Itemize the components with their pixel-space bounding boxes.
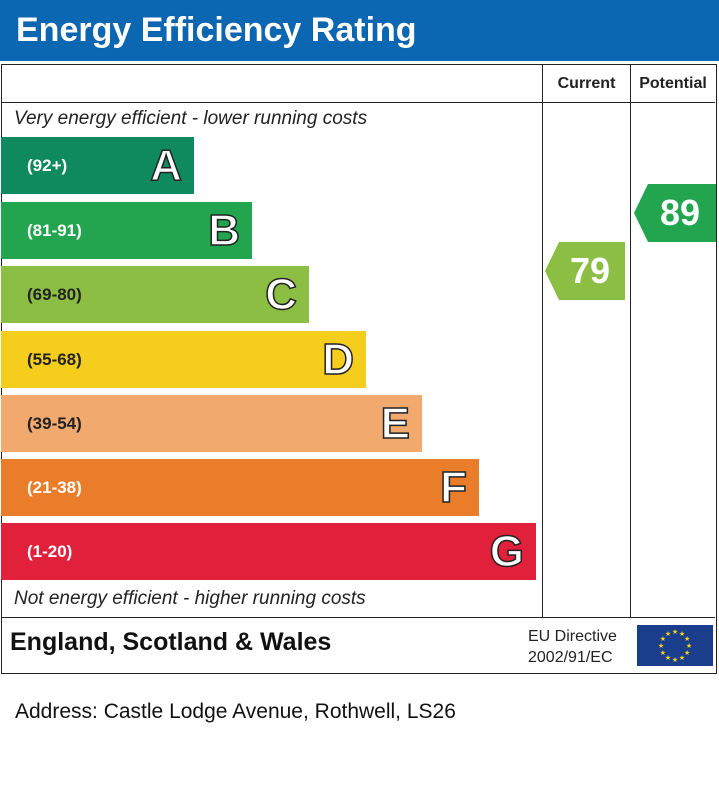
band-c-range: (69-80) <box>27 285 82 304</box>
current-column-divider <box>542 65 543 618</box>
potential-rating-value: 89 <box>659 192 701 233</box>
eu-directive-line1: EU Directive <box>528 628 617 645</box>
band-a-letter: A <box>149 140 182 191</box>
current-column-header: Current <box>557 75 616 92</box>
footer-divider <box>2 617 715 618</box>
header-divider <box>2 102 715 103</box>
eu-star-icon: ★ <box>665 630 671 638</box>
eu-star-icon: ★ <box>679 654 685 662</box>
band-a: (92+) A <box>1 137 194 194</box>
band-g-letter: G <box>489 526 525 577</box>
page-title: Energy Efficiency Rating <box>0 0 719 61</box>
eu-star-icon: ★ <box>686 642 692 650</box>
eu-directive-line2: 2002/91/EC <box>528 649 613 666</box>
potential-rating-arrow: 89 <box>634 184 716 242</box>
eu-star-icon: ★ <box>672 628 678 636</box>
band-d: (55-68) D <box>1 331 366 388</box>
eu-directive-text: EU Directive 2002/91/EC <box>528 626 617 668</box>
band-c-letter: C <box>264 269 297 320</box>
eu-star-icon: ★ <box>679 630 685 638</box>
potential-column-header: Potential <box>639 75 707 92</box>
band-d-range: (55-68) <box>27 350 82 369</box>
eu-flag-icon: ★ ★ ★ ★ ★ ★ ★ ★ ★ ★ ★ ★ <box>637 625 713 666</box>
band-f: (21-38) F <box>1 459 479 516</box>
bottom-note: Not energy efficient - higher running co… <box>14 588 366 609</box>
band-b-letter: B <box>207 205 240 256</box>
band-d-letter: D <box>321 334 354 385</box>
band-g-range: (1-20) <box>27 542 73 561</box>
current-rating-value: 79 <box>569 250 611 291</box>
potential-column-divider <box>630 65 631 618</box>
band-f-letter: F <box>439 462 467 513</box>
top-note: Very energy efficient - lower running co… <box>14 108 368 129</box>
band-e: (39-54) E <box>1 395 422 452</box>
band-g: (1-20) G <box>1 523 536 580</box>
band-b: (81-91) B <box>1 202 252 259</box>
band-f-range: (21-38) <box>27 478 82 497</box>
footer-country: England, Scotland & Wales <box>10 628 332 656</box>
band-e-letter: E <box>380 398 411 449</box>
eu-star-icon: ★ <box>684 635 690 643</box>
property-address: Address: Castle Lodge Avenue, Rothwell, … <box>15 700 456 723</box>
eu-star-icon: ★ <box>665 654 671 662</box>
eu-star-icon: ★ <box>684 649 690 657</box>
eu-star-icon: ★ <box>660 635 666 643</box>
band-b-range: (81-91) <box>27 221 82 240</box>
band-c: (69-80) C <box>1 266 309 323</box>
band-a-range: (92+) <box>27 156 68 175</box>
eu-star-icon: ★ <box>672 656 678 664</box>
band-e-range: (39-54) <box>27 414 82 433</box>
eu-star-icon: ★ <box>658 642 664 650</box>
eu-star-icon: ★ <box>660 649 666 657</box>
current-rating-arrow: 79 <box>545 242 625 300</box>
